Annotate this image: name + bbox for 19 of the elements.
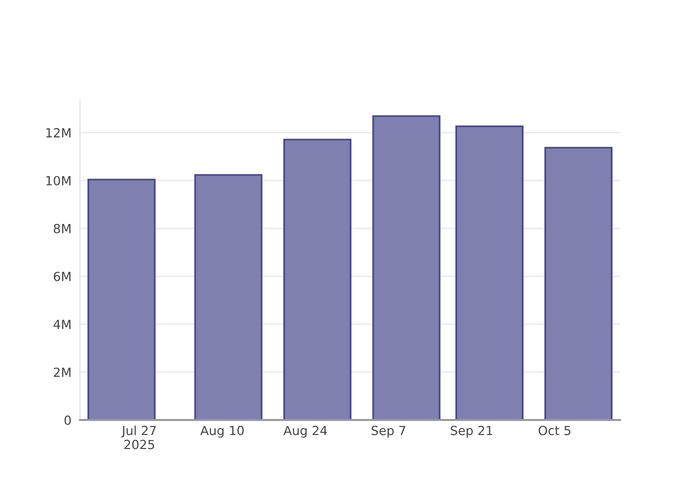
x-tick-label: Aug 24 xyxy=(283,426,327,438)
bar xyxy=(544,146,613,420)
y-tick-label: 2M xyxy=(54,368,70,377)
y-tick-label: 8M xyxy=(54,224,70,234)
y-tick-label: 10M xyxy=(46,176,70,186)
x-tick-label: Oct 5 xyxy=(538,426,570,436)
bar xyxy=(283,138,352,420)
x-tick-label: Aug 10 xyxy=(200,426,244,438)
bar xyxy=(194,174,262,420)
x-tick-label: Sep 21 xyxy=(450,426,492,438)
y-tick-label: 12M xyxy=(46,128,70,138)
bar xyxy=(87,178,156,420)
x-tick-label: Jul 27 2025 xyxy=(121,426,156,450)
bar xyxy=(455,126,524,420)
x-tick-label: Sep 7 xyxy=(372,426,406,438)
y-tick-label: 6M xyxy=(54,272,70,282)
bar xyxy=(372,115,440,420)
y-tick-label: 0 xyxy=(64,415,71,425)
y-tick-label: 4M xyxy=(54,320,70,329)
